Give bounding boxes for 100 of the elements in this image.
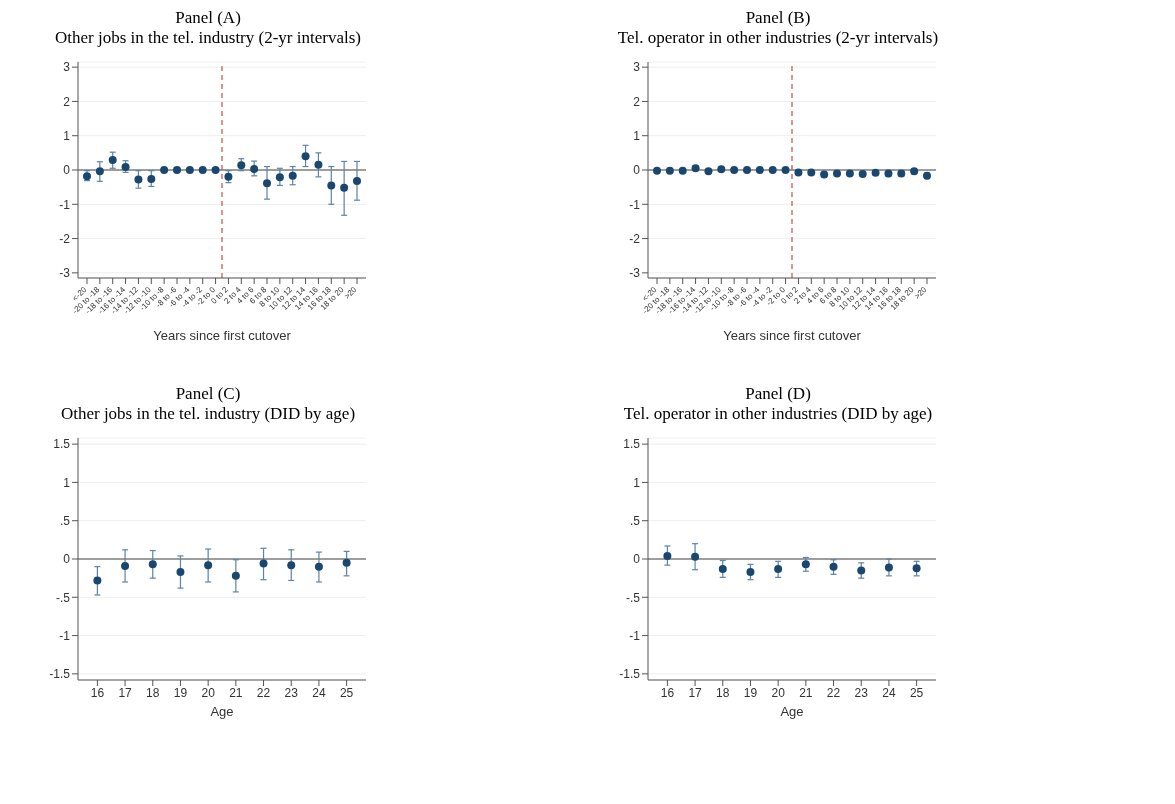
y-tick-label: -3 [59, 266, 71, 281]
y-tick-label: -3 [629, 266, 641, 281]
point [95, 167, 104, 176]
point [160, 166, 169, 174]
point [768, 166, 777, 174]
point [342, 558, 351, 567]
point [259, 559, 268, 568]
point [884, 563, 893, 572]
y-tick-label: -2 [629, 231, 641, 246]
chart-subtitle: Other jobs in the tel. industry (DID by age) [59, 404, 357, 424]
point [774, 564, 783, 573]
chart-title: Panel (A) [174, 8, 242, 28]
point [912, 564, 921, 573]
y-tick-label: 1 [633, 475, 641, 490]
point [829, 562, 838, 571]
y-tick-label: 0 [63, 163, 71, 178]
point [147, 174, 156, 183]
y-tick-label: .5 [59, 513, 71, 528]
x-tick-label: 19 [743, 685, 758, 700]
x-tick-label: 22 [256, 685, 271, 700]
y-tick-label: -.5 [55, 590, 71, 605]
x-tick-label: 24 [882, 685, 896, 700]
point [717, 165, 726, 174]
point [204, 561, 213, 570]
y-tick-label: -1.5 [49, 667, 71, 682]
point [263, 179, 271, 188]
point [198, 166, 207, 174]
chart-subtitle: Other jobs in the tel. industry (2-yr intervals) [54, 28, 362, 48]
chart-subtitle: Tel. operator in other industries (2-yr intervals) [616, 28, 940, 48]
point [250, 164, 259, 173]
y-tick-label: -.5 [625, 590, 641, 605]
y-tick-label: .5 [629, 513, 641, 528]
point [301, 152, 310, 161]
x-tick-label: 20 [201, 685, 216, 700]
point [755, 166, 764, 174]
chart-title: Panel (D) [744, 384, 812, 404]
point [275, 173, 284, 182]
chart-subtitle: Tel. operator in other industries (DID by age) [622, 404, 934, 424]
point [148, 560, 157, 569]
point [314, 160, 323, 169]
point [678, 166, 687, 175]
y-tick-label: 2 [633, 94, 641, 109]
point [288, 171, 297, 180]
x-axis-title: Years since first cutover [723, 328, 862, 343]
point [353, 176, 361, 185]
y-tick-label: 3 [633, 60, 641, 75]
y-tick-label: 1.5 [623, 437, 641, 452]
x-tick-label: 16 [660, 685, 675, 700]
point [231, 571, 240, 580]
x-tick-label: 18 [146, 685, 160, 700]
y-tick-label: 2 [63, 94, 71, 109]
x-tick-label: 22 [826, 685, 841, 700]
x-tick-label: 23 [854, 685, 869, 700]
chart-title: Panel (B) [744, 8, 812, 28]
x-tick-label: 21 [229, 685, 243, 700]
y-tick-label: -1 [629, 628, 641, 643]
point [287, 561, 296, 570]
x-tick-label: 21 [799, 685, 813, 700]
x-tick-label: 17 [118, 685, 133, 700]
x-tick-label: 25 [339, 685, 354, 700]
point [743, 166, 751, 174]
y-tick-label: -2 [59, 231, 71, 246]
x-tick-label: 25 [909, 685, 924, 700]
point [121, 561, 130, 570]
point [691, 552, 700, 561]
x-axis-title: Age [780, 704, 804, 719]
y-tick-label: 0 [633, 163, 641, 178]
point [663, 551, 672, 560]
point [665, 166, 674, 175]
x-tick-label: >20 [342, 284, 359, 302]
point [801, 560, 810, 569]
y-tick-label: -1.5 [619, 667, 641, 682]
point [730, 166, 739, 174]
point [108, 156, 117, 165]
point [857, 566, 866, 575]
point [185, 166, 194, 174]
y-tick-label: 1 [63, 128, 71, 143]
point [176, 568, 185, 577]
point [237, 161, 246, 170]
point [781, 166, 790, 174]
point [807, 168, 816, 177]
point [134, 175, 143, 184]
point [746, 568, 755, 577]
y-tick-label: 3 [63, 60, 71, 75]
y-tick-label: 0 [633, 552, 641, 567]
point [845, 169, 854, 178]
x-tick-label: 24 [312, 685, 326, 700]
y-tick-label: -1 [629, 197, 641, 212]
point [211, 166, 220, 174]
x-axis-title: Years since first cutover [153, 328, 292, 343]
x-axis-title: Age [210, 704, 234, 719]
x-tick-label: 19 [173, 685, 188, 700]
point [327, 181, 336, 190]
y-tick-label: 1 [63, 475, 71, 490]
point [314, 562, 323, 571]
y-tick-label: 1 [633, 128, 641, 143]
x-tick-label: 20 [771, 685, 786, 700]
x-tick-label: 17 [688, 685, 703, 700]
y-tick-label: 0 [63, 552, 71, 567]
y-tick-label: 1.5 [53, 437, 71, 452]
